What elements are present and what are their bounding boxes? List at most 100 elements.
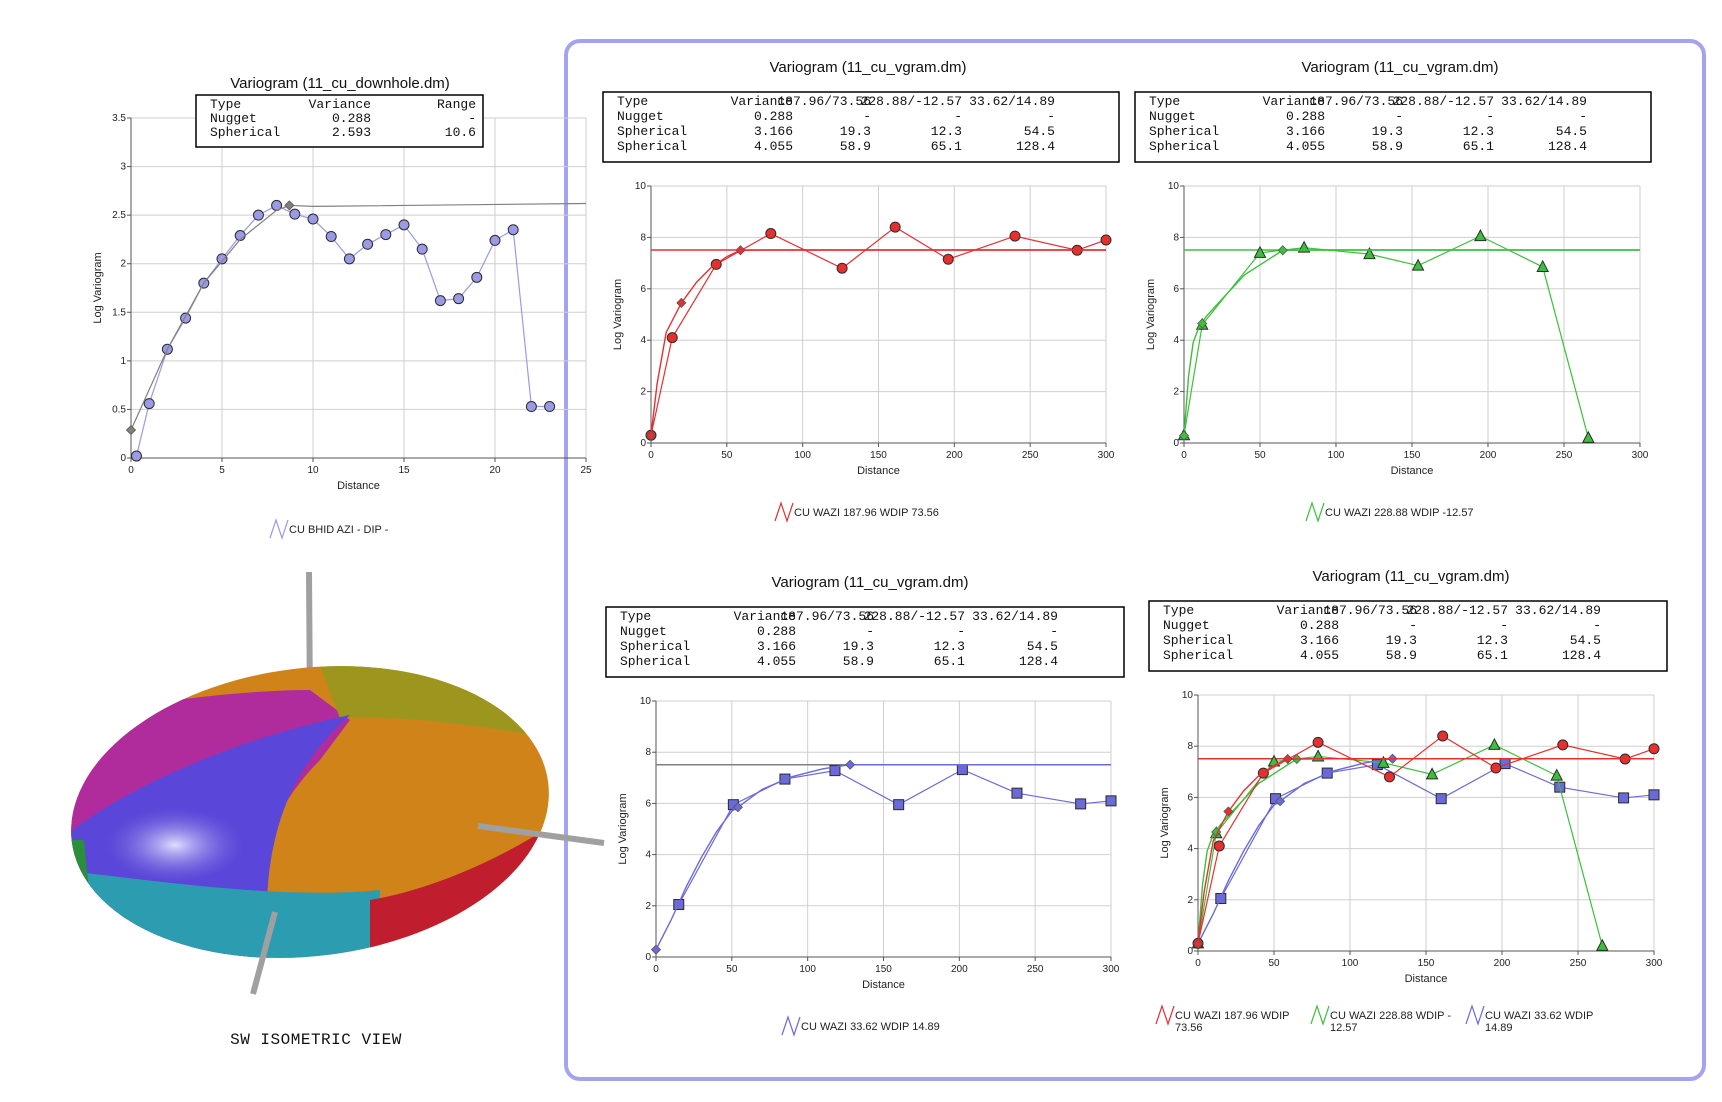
model-point (1277, 245, 1288, 256)
y-tick-label: 8 (1173, 232, 1179, 243)
y-tick-label: 10 (640, 696, 652, 707)
table-cell: - (954, 109, 962, 124)
variogram-panel-blue: Variogram (11_cu_vgram.dm)0 50 100 150 200 25… (605, 574, 1125, 1037)
y-tick-label: 6 (640, 284, 646, 295)
table-cell: 54.5 (1024, 124, 1055, 139)
y-tick-label: 0 (1173, 438, 1179, 449)
y-axis-label: Log Variogram (92, 252, 104, 323)
data-point (1595, 938, 1609, 951)
legend-label-line2: 12.57 (1330, 1022, 1358, 1034)
x-tick-label: 300 (1646, 958, 1663, 969)
x-axis-label: Distance (857, 465, 900, 477)
x-tick-label: 5 (219, 465, 225, 476)
chart-title: Variogram (11_cu_vgram.dm) (771, 574, 968, 591)
legend-label: CU WAZI 187.96 WDIP (1175, 1010, 1290, 1022)
data-point (325, 231, 337, 243)
table-header-cell: Type (210, 97, 241, 112)
table-cell: 65.1 (1463, 139, 1494, 154)
table-header-cell: 33.62/14.89 (1515, 603, 1601, 618)
data-point (130, 450, 142, 462)
x-tick-label: 50 (1254, 450, 1266, 461)
variogram-group-frame (564, 39, 1706, 1081)
variogram-parameter-table (602, 91, 1120, 163)
data-point (1536, 259, 1550, 272)
model-point (732, 802, 743, 813)
y-axis-label: Log Variogram (1159, 787, 1171, 858)
data-point (307, 213, 319, 225)
table-header-cell: Type (1163, 603, 1194, 618)
data-point (1312, 736, 1324, 748)
data-point (1377, 755, 1390, 768)
legend-label: CU WAZI 228.88 WDIP - (1330, 1010, 1451, 1022)
data-point (956, 764, 968, 776)
model-point (650, 944, 662, 955)
y-tick-label: 8 (1187, 741, 1193, 752)
data-point (836, 262, 848, 274)
x-tick-label: 200 (946, 450, 963, 461)
model-point (1178, 430, 1190, 441)
data-point (380, 229, 392, 241)
table-header-cell: 187.96/73.56 (777, 94, 871, 109)
y-tick-label: 0 (1187, 946, 1193, 957)
data-point (398, 219, 410, 231)
x-tick-label: 150 (1418, 958, 1435, 969)
x-tick-label: 300 (1632, 450, 1649, 461)
table-cell: 4.055 (1286, 139, 1325, 154)
legend-label: CU WAZI 228.88 WDIP -12.57 (1325, 507, 1474, 519)
y-axis-label: Log Variogram (1145, 279, 1157, 350)
data-point (216, 253, 228, 265)
x-tick-label: 0 (1195, 958, 1201, 969)
data-point (893, 799, 905, 811)
table-cell: 12.3 (1477, 633, 1508, 648)
y-tick-label: 2 (645, 901, 651, 912)
y-tick-label: 2.5 (112, 210, 126, 221)
table-cell: 58.9 (840, 139, 871, 154)
table-cell: 65.1 (934, 654, 965, 669)
data-point (1648, 743, 1660, 755)
data-point (765, 228, 777, 240)
x-tick-label: 250 (1556, 450, 1573, 461)
table-cell: Nugget (617, 109, 664, 124)
table-cell: Nugget (1163, 618, 1210, 633)
model-point (1282, 753, 1293, 765)
table-cell: 58.9 (843, 654, 874, 669)
experimental-line (1220, 762, 1655, 899)
data-point (1490, 762, 1502, 774)
axis-rod-right (477, 823, 605, 846)
data-point (525, 401, 537, 413)
data-point (1253, 245, 1267, 258)
table-cell: - (1500, 618, 1508, 633)
y-tick-label: 6 (645, 798, 651, 809)
model-point (1223, 806, 1234, 817)
data-point (416, 243, 428, 255)
y-axis-label: Log Variogram (617, 793, 629, 864)
legend-label: CU BHID AZI - DIP - (289, 524, 389, 536)
x-tick-label: 250 (1022, 450, 1039, 461)
chart-title: Variogram (11_cu_vgram.dm) (1312, 568, 1509, 585)
legend-swatch (1465, 1004, 1485, 1026)
data-point (343, 253, 355, 265)
legend-swatch (269, 518, 289, 540)
data-point (471, 271, 483, 283)
y-tick-label: 0 (640, 438, 646, 449)
table-cell: Spherical (617, 139, 687, 154)
model-point (676, 297, 687, 309)
table-cell: Nugget (620, 624, 667, 639)
table-cell: - (1486, 109, 1494, 124)
data-point (1411, 258, 1425, 271)
data-point (434, 295, 446, 307)
table-cell: - (957, 624, 965, 639)
data-point (1011, 787, 1023, 799)
model-point (1275, 796, 1286, 807)
table-cell: 12.3 (931, 124, 962, 139)
table-cell: 19.3 (843, 639, 874, 654)
data-point (829, 765, 841, 777)
data-point (1425, 767, 1439, 780)
x-tick-label: 25 (580, 465, 592, 476)
table-cell: 54.5 (1570, 633, 1601, 648)
x-tick-label: 300 (1103, 964, 1120, 975)
data-point (1435, 793, 1447, 805)
table-cell: 54.5 (1027, 639, 1058, 654)
x-tick-label: 10 (307, 465, 319, 476)
model-point (125, 424, 137, 436)
